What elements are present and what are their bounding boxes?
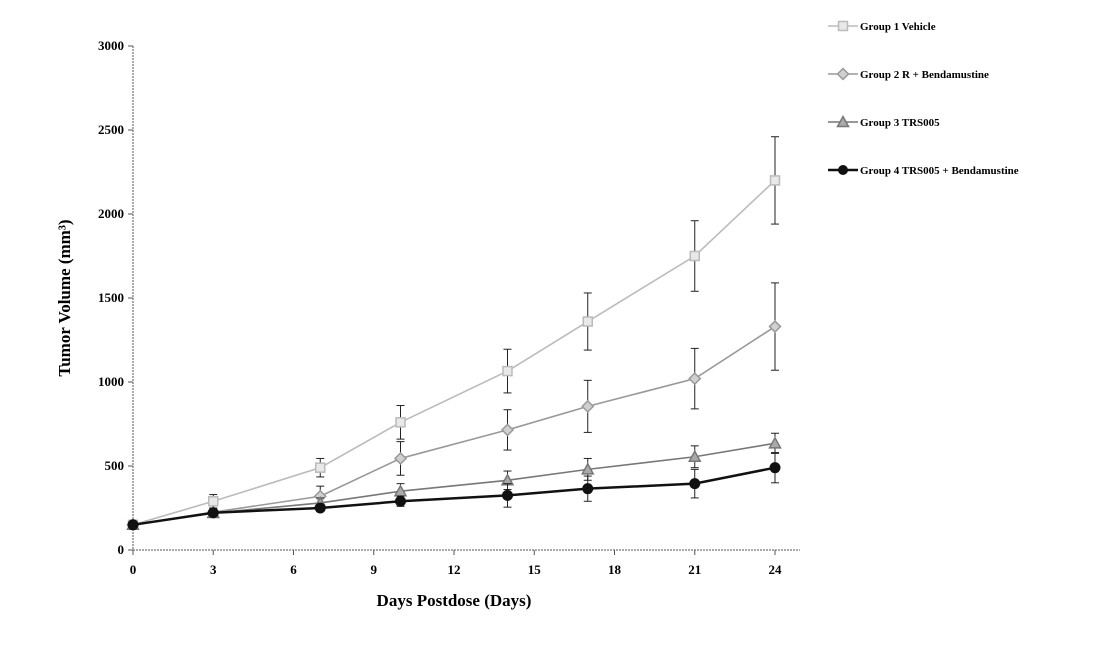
data-point bbox=[396, 418, 405, 427]
legend-marker bbox=[839, 166, 848, 175]
data-point bbox=[315, 503, 325, 513]
series-line bbox=[133, 327, 775, 525]
data-point bbox=[316, 463, 325, 472]
series-group-1 bbox=[129, 137, 780, 530]
y-tick-label: 1000 bbox=[98, 374, 124, 389]
data-point bbox=[690, 252, 699, 261]
data-point bbox=[582, 401, 593, 412]
y-tick-label: 0 bbox=[118, 542, 125, 557]
y-tick-label: 3000 bbox=[98, 38, 124, 53]
legend-label: Group 2 R + Bendamustine bbox=[860, 69, 989, 81]
chart-legend: Group 1 Vehicle Group 2 R + Bendamustine G… bbox=[828, 21, 1019, 177]
legend-marker bbox=[839, 22, 848, 31]
y-tick-label: 2000 bbox=[98, 206, 124, 221]
series-line bbox=[133, 180, 775, 524]
data-point bbox=[396, 496, 406, 506]
data-point bbox=[771, 176, 780, 185]
y-axis-title: Tumor Volume (mm³) bbox=[55, 219, 74, 376]
data-point bbox=[690, 479, 700, 489]
x-tick-label: 18 bbox=[608, 562, 622, 577]
series-group-2 bbox=[128, 283, 781, 530]
chart-series bbox=[128, 137, 781, 531]
x-tick-label: 0 bbox=[130, 562, 137, 577]
data-point bbox=[128, 520, 138, 530]
legend-item-2: Group 2 R + Bendamustine bbox=[828, 69, 989, 82]
data-point bbox=[209, 497, 218, 506]
data-point bbox=[770, 438, 781, 448]
data-point bbox=[583, 484, 593, 494]
x-tick-label: 12 bbox=[448, 562, 461, 577]
legend-item-4: Group 4 TRS005 + Bendamustine bbox=[828, 165, 1019, 177]
data-point bbox=[208, 508, 218, 518]
legend-item-1: Group 1 Vehicle bbox=[828, 21, 936, 33]
x-tick-label: 3 bbox=[210, 562, 217, 577]
data-point bbox=[770, 463, 780, 473]
data-point bbox=[502, 424, 513, 435]
data-point bbox=[503, 367, 512, 376]
data-point bbox=[689, 373, 700, 384]
data-point bbox=[583, 317, 592, 326]
data-point bbox=[503, 490, 513, 500]
x-axis-title: Days Postdose (Days) bbox=[377, 591, 532, 610]
y-tick-label: 500 bbox=[105, 458, 125, 473]
y-tick-label: 2500 bbox=[98, 122, 124, 137]
x-tick-label: 9 bbox=[371, 562, 378, 577]
series-group-4 bbox=[128, 453, 780, 530]
legend-marker bbox=[838, 69, 849, 80]
x-tick-label: 6 bbox=[290, 562, 297, 577]
legend-item-3: Group 3 TRS005 bbox=[828, 117, 940, 130]
data-point bbox=[770, 321, 781, 332]
legend-label: Group 1 Vehicle bbox=[860, 21, 936, 33]
data-point bbox=[395, 453, 406, 464]
legend-label: Group 3 TRS005 bbox=[860, 117, 940, 129]
x-tick-label: 24 bbox=[769, 562, 783, 577]
x-tick-label: 15 bbox=[528, 562, 542, 577]
x-tick-label: 21 bbox=[688, 562, 701, 577]
legend-label: Group 4 TRS005 + Bendamustine bbox=[860, 165, 1019, 177]
y-tick-label: 1500 bbox=[98, 290, 124, 305]
series-group-3 bbox=[128, 433, 781, 529]
